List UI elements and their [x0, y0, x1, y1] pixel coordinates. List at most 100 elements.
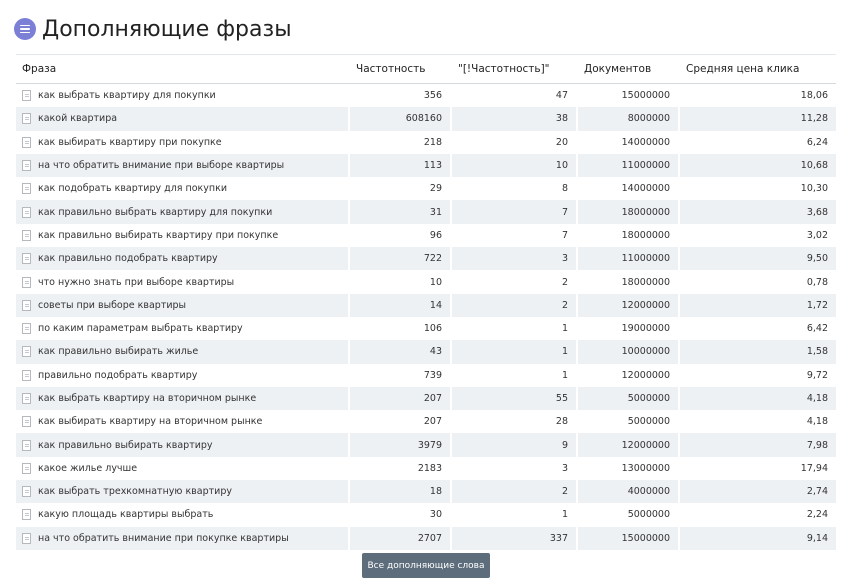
phrase-cell[interactable]: как выбрать квартиру на вторичном рынке [16, 386, 350, 411]
phrase-text[interactable]: как подобрать квартиру для покупки [38, 183, 228, 195]
phrase-text[interactable]: как выбрать трехкомнатную квартиру [38, 486, 232, 498]
column-header-documents[interactable]: Документов [578, 55, 680, 83]
document-icon [22, 136, 31, 148]
documents-cell: 14000000 [578, 130, 680, 154]
phrase-text[interactable]: как правильно выбирать квартиру [38, 439, 213, 451]
table-row: какое жилье лучше 2183 3 13000000 17,94 [16, 456, 836, 481]
phrase-cell[interactable]: правильно подобрать квартиру [16, 363, 350, 387]
frequency-cell: 106 [350, 316, 452, 341]
frequency-cell: 218 [350, 130, 452, 154]
exact-frequency-cell: 55 [452, 386, 578, 411]
frequency-cell: 739 [350, 363, 452, 387]
documents-cell: 12000000 [578, 433, 680, 457]
exact-frequency-cell: 337 [452, 526, 578, 550]
column-header-avg-cpc[interactable]: Средняя цена клика [686, 63, 800, 75]
phrase-text[interactable]: какую площадь квартиры выбрать [38, 509, 214, 521]
column-header-exact-frequency[interactable]: "[!Частотность]" [452, 55, 578, 83]
documents-cell: 11000000 [578, 153, 680, 178]
phrase-text[interactable]: на что обратить внимание при выборе квар… [38, 160, 285, 172]
all-related-words-button[interactable]: Все дополняющие слова [362, 553, 490, 578]
frequency-cell: 3979 [350, 433, 452, 457]
phrase-text[interactable]: как выбрать квартиру на вторичном рынке [38, 393, 257, 404]
document-icon [22, 90, 31, 102]
table-body: как выбрать квартиру для покупки 356 47 150… [16, 84, 836, 550]
table-row: как выбирать квартиру на вторичном рынке… [16, 410, 836, 434]
phrase-text[interactable]: как выбрать квартиру для покупки [38, 90, 216, 102]
avg-cpc-cell: 3,02 [806, 229, 828, 241]
avg-cpc-cell: 2,74 [806, 486, 828, 498]
avg-cpc-cell: 9,50 [806, 253, 828, 265]
document-icon [22, 229, 31, 241]
document-icon [22, 253, 31, 265]
table-row: как правильно выбирать квартиру 3979 9 1200… [16, 433, 836, 457]
document-icon [22, 346, 31, 358]
document-icon [22, 532, 31, 544]
phrase-text[interactable]: как правильно выбирать жилье [38, 346, 199, 358]
exact-frequency-cell: 28 [452, 410, 578, 434]
phrase-cell[interactable]: советы при выборе квартиры [16, 293, 350, 317]
phrase-text[interactable]: какой квартира [38, 113, 118, 125]
phrase-cell[interactable]: как подобрать квартиру для покупки [16, 177, 350, 201]
document-icon [22, 416, 31, 428]
phrase-cell[interactable]: как правильно подобрать квартиру [16, 247, 350, 271]
phrase-text[interactable]: как выбирать квартиру при покупке [38, 136, 222, 148]
exact-frequency-cell: 20 [452, 130, 578, 154]
phrase-cell[interactable]: как правильно выбрать квартиру для покуп… [16, 200, 350, 224]
phrase-text[interactable]: как правильно выбрать квартиру для покуп… [38, 206, 273, 218]
frequency-cell: 29 [350, 177, 452, 201]
phrase-cell[interactable]: как выбрать квартиру для покупки [16, 84, 350, 108]
avg-cpc-cell: 1,58 [806, 346, 828, 358]
table-row: как правильно подобрать квартиру 722 3 1100… [16, 247, 836, 271]
phrase-cell[interactable]: как правильно выбирать квартиру [16, 433, 350, 457]
table-row: как правильно выбрать квартиру для покуп… [16, 200, 836, 224]
documents-cell: 14000000 [578, 177, 680, 201]
frequency-cell: 356 [350, 84, 452, 108]
phrase-cell[interactable]: на что обратить внимание при выборе квар… [16, 153, 350, 178]
table-row: как выбрать квартиру на вторичном рынке 2… [16, 386, 836, 411]
menu-icon[interactable] [14, 18, 36, 40]
document-icon [22, 160, 31, 172]
frequency-cell: 113 [350, 153, 452, 178]
phrase-cell[interactable]: как выбирать квартиру при покупке [16, 130, 350, 154]
phrase-cell[interactable]: по каким параметрам выбрать квартиру [16, 316, 350, 341]
documents-cell: 18000000 [578, 200, 680, 224]
phrase-cell[interactable]: как правильно выбирать квартиру при поку… [16, 223, 350, 248]
phrase-text[interactable]: как правильно подобрать квартиру [38, 253, 218, 265]
phrase-cell[interactable]: как правильно выбирать жилье [16, 340, 350, 364]
phrase-text[interactable]: на что обратить внимание при покупке ква… [38, 532, 289, 544]
column-header-frequency[interactable]: Частотность [350, 55, 452, 83]
exact-frequency-cell: 2 [452, 480, 578, 504]
document-icon [22, 439, 31, 451]
phrase-text[interactable]: советы при выборе квартиры [38, 299, 187, 311]
phrase-cell[interactable]: как выбирать квартиру на вторичном рынке [16, 410, 350, 434]
exact-frequency-cell: 2 [452, 270, 578, 294]
document-icon [22, 276, 31, 288]
frequency-cell: 2707 [350, 526, 452, 550]
phrase-cell[interactable]: на что обратить внимание при покупке ква… [16, 526, 350, 550]
document-icon [22, 393, 31, 404]
document-icon [22, 369, 31, 381]
phrase-text[interactable]: как выбирать квартиру на вторичном рынке [38, 416, 263, 428]
phrase-text[interactable]: какое жилье лучше [38, 462, 138, 474]
documents-cell: 12000000 [578, 293, 680, 317]
avg-cpc-cell: 9,72 [806, 369, 828, 381]
phrase-cell[interactable]: какое жилье лучше [16, 456, 350, 481]
phrase-cell[interactable]: что нужно знать при выборе квартиры [16, 270, 350, 294]
documents-cell: 4000000 [578, 480, 680, 504]
documents-cell: 10000000 [578, 340, 680, 364]
avg-cpc-cell: 0,78 [806, 276, 828, 288]
frequency-cell: 608160 [350, 107, 452, 131]
phrases-table: Фраза Частотность "[!Частотность]" Докум… [16, 54, 836, 550]
avg-cpc-cell: 17,94 [800, 462, 828, 474]
phrase-cell[interactable]: какой квартира [16, 107, 350, 131]
exact-frequency-cell: 1 [452, 503, 578, 527]
phrase-cell[interactable]: какую площадь квартиры выбрать [16, 503, 350, 527]
phrase-text[interactable]: по каким параметрам выбрать квартиру [38, 323, 243, 335]
document-icon [22, 323, 31, 335]
column-header-phrase[interactable]: Фраза [16, 55, 350, 83]
avg-cpc-cell: 10,30 [800, 183, 828, 195]
phrase-text[interactable]: правильно подобрать квартиру [38, 369, 198, 381]
phrase-text[interactable]: как правильно выбирать квартиру при поку… [38, 229, 279, 241]
phrase-text[interactable]: что нужно знать при выборе квартиры [38, 276, 235, 288]
phrase-cell[interactable]: как выбрать трехкомнатную квартиру [16, 480, 350, 504]
